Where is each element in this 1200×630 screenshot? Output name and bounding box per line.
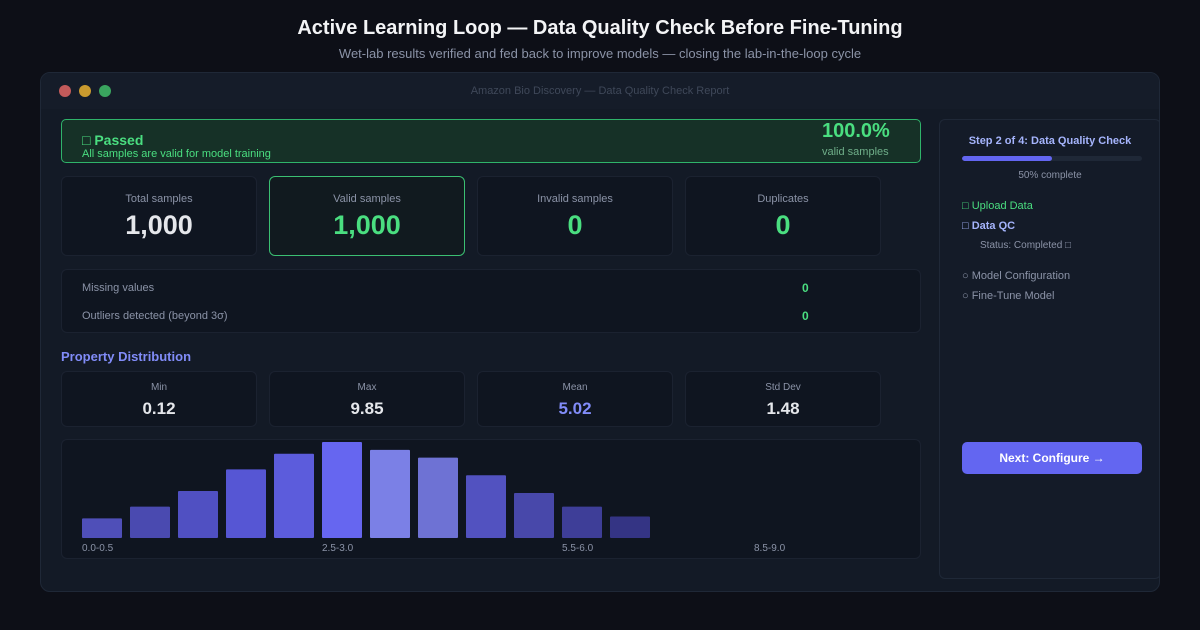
histogram-bar — [514, 492, 554, 538]
histogram-bar — [322, 442, 362, 538]
check-label: Missing values — [82, 282, 155, 294]
check-row-missing: Missing values 0 — [82, 278, 902, 298]
check-value: 0 — [802, 281, 809, 295]
property-histogram: 0.0-0.5 2.5-3.0 5.5-6.0 8.5-9.0 — [61, 439, 921, 559]
stat-value: 1,000 — [125, 210, 193, 240]
prop-value: 1.48 — [766, 399, 800, 418]
stat-card-duplicates: Duplicates 0 — [685, 176, 881, 256]
minimize-window-button[interactable] — [79, 85, 91, 97]
prop-card-max: Max 9.85 — [269, 371, 465, 427]
maximize-window-button[interactable] — [99, 85, 111, 97]
histogram-tick-label: 2.5-3.0 — [322, 543, 354, 554]
stat-label: Total samples — [125, 193, 193, 205]
valid-percent-label: valid samples — [822, 146, 889, 158]
histogram-bar — [226, 469, 266, 538]
histogram-chart: 0.0-0.5 2.5-3.0 5.5-6.0 8.5-9.0 — [82, 442, 786, 554]
stat-card-invalid: Invalid samples 0 — [477, 176, 673, 256]
window-titlebar: Amazon Bio Discovery — Data Quality Chec… — [41, 73, 1159, 109]
quality-checks-panel: Missing values 0 Outliers detected (beyo… — [61, 269, 921, 333]
progress-text: 50% complete — [1018, 170, 1082, 181]
histogram-tick-label: 8.5-9.0 — [754, 543, 786, 554]
check-row-outliers: Outliers detected (beyond 3σ) 0 — [82, 306, 902, 326]
prop-label: Mean — [562, 382, 588, 393]
stat-card-total: Total samples 1,000 — [61, 176, 257, 256]
histogram-tick-label: 5.5-6.0 — [562, 543, 594, 554]
prop-card-min: Min 0.12 — [61, 371, 257, 427]
histogram-bar — [130, 506, 170, 538]
prop-value: 5.02 — [558, 399, 592, 418]
prop-label: Min — [150, 382, 168, 393]
qc-status-message: All samples are valid for model training — [82, 148, 271, 160]
progress-bar — [962, 156, 1142, 161]
histogram-tick-label: 0.0-0.5 — [82, 543, 114, 554]
stat-label: Valid samples — [333, 193, 401, 205]
qc-status-label: □ Passed — [82, 132, 144, 148]
check-label: Outliers detected (beyond 3σ) — [82, 310, 228, 322]
histogram-bar — [418, 457, 458, 538]
next-configure-button[interactable]: Next: Configure → — [962, 442, 1142, 474]
app-window: Amazon Bio Discovery — Data Quality Chec… — [40, 72, 1160, 592]
stat-value: 0 — [567, 210, 583, 240]
step-title: Step 2 of 4: Data Quality Check — [968, 135, 1132, 147]
step-fine-tune-model[interactable]: ○ Fine-Tune Model — [962, 290, 1055, 302]
valid-percent: 100.0% — [822, 120, 890, 142]
histogram-bar — [370, 449, 410, 538]
progress-fill — [962, 156, 1052, 161]
window-title: Amazon Bio Discovery — Data Quality Chec… — [470, 85, 730, 97]
close-window-button[interactable] — [59, 85, 71, 97]
step-data-qc-status: Status: Completed □ — [980, 240, 1072, 251]
histogram-bar — [178, 490, 218, 538]
prop-value: 0.12 — [142, 399, 176, 418]
stat-label: Invalid samples — [537, 193, 613, 205]
property-distribution-title: Property Distribution — [61, 349, 192, 364]
histogram-bar — [274, 453, 314, 538]
prop-value: 9.85 — [350, 399, 384, 418]
stat-value: 1,000 — [333, 210, 401, 240]
page-subtitle: Wet-lab results verified and fed back to… — [338, 46, 862, 61]
prop-card-stddev: Std Dev 1.48 — [685, 371, 881, 427]
prop-label: Max — [357, 382, 377, 393]
stat-value: 0 — [775, 210, 791, 240]
histogram-bar — [610, 516, 650, 538]
wizard-sidebar: Step 2 of 4: Data Quality Check 50% comp… — [939, 119, 1159, 579]
qc-status-banner: □ Passed All samples are valid for model… — [61, 119, 921, 163]
step-data-qc[interactable]: □ Data QC — [962, 220, 1016, 232]
prop-card-mean: Mean 5.02 — [477, 371, 673, 427]
check-value: 0 — [802, 309, 809, 323]
histogram-bar — [562, 506, 602, 538]
step-upload-data[interactable]: □ Upload Data — [962, 200, 1033, 212]
histogram-bar — [82, 518, 122, 538]
stat-label: Duplicates — [757, 193, 809, 205]
prop-label: Std Dev — [765, 382, 801, 393]
page-title: Active Learning Loop — Data Quality Chec… — [297, 17, 903, 39]
stat-card-valid: Valid samples 1,000 — [269, 176, 465, 256]
histogram-bar — [466, 475, 506, 538]
step-model-configuration[interactable]: ○ Model Configuration — [962, 270, 1071, 282]
